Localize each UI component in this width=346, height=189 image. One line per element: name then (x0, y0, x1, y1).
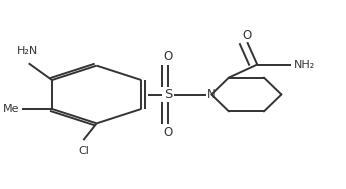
Text: O: O (164, 50, 173, 63)
Text: N: N (207, 88, 216, 101)
Text: NH₂: NH₂ (294, 60, 315, 70)
Text: O: O (243, 29, 252, 42)
Text: S: S (164, 88, 172, 101)
Text: O: O (164, 126, 173, 139)
Text: Cl: Cl (78, 146, 89, 156)
Text: H₂N: H₂N (16, 46, 38, 56)
Text: Me: Me (3, 104, 19, 114)
